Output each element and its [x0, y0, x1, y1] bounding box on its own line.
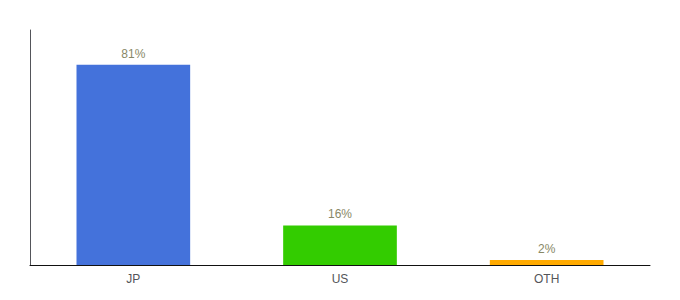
svg-text:81%: 81%: [121, 47, 145, 61]
svg-text:OTH: OTH: [534, 272, 559, 286]
svg-text:2%: 2%: [538, 242, 556, 256]
svg-text:US: US: [332, 272, 349, 286]
svg-text:JP: JP: [126, 272, 140, 286]
svg-text:16%: 16%: [328, 207, 352, 221]
